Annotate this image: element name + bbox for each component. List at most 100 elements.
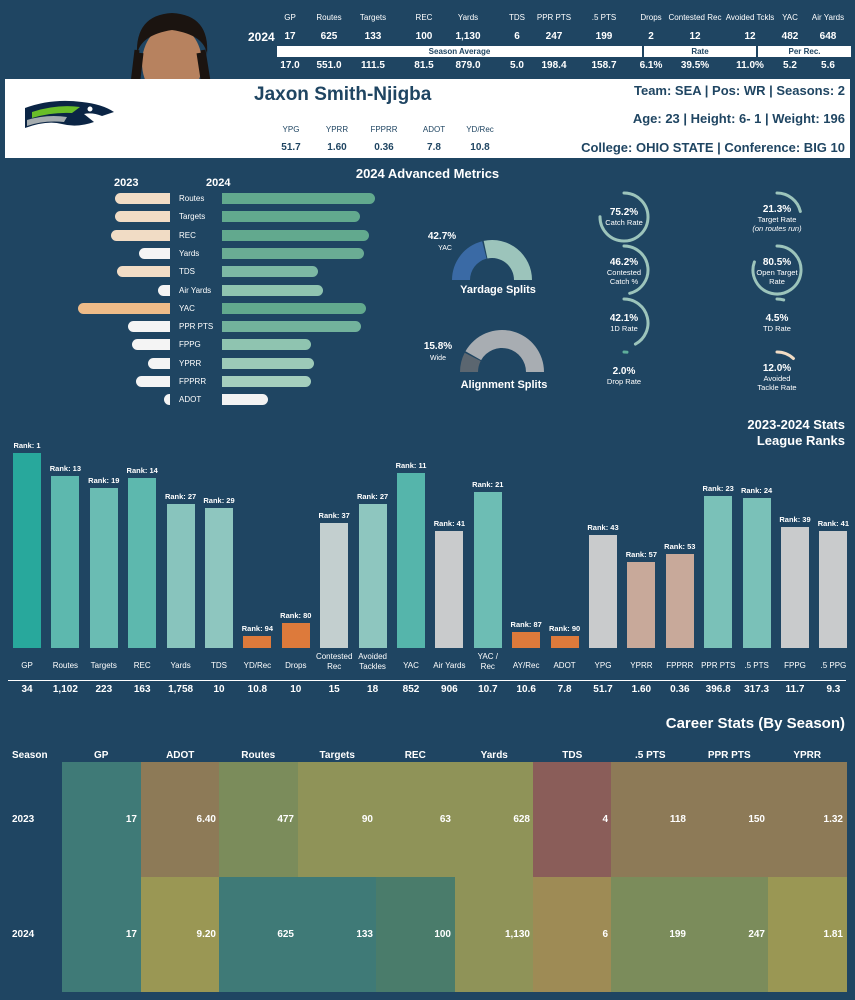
group-perrec-label: Per Rec. <box>788 47 821 56</box>
header-stat-value: 12 <box>744 31 756 42</box>
header-stat-average: 5.0 <box>510 60 524 71</box>
rank-category: TDS <box>211 661 227 670</box>
header-stat-value: 6 <box>514 31 520 42</box>
header-stat-label: PPR PTS <box>536 13 572 22</box>
bar-2024 <box>222 357 314 369</box>
ranks-title-1: 2023-2024 Stats <box>747 417 845 432</box>
rank-bar <box>742 497 771 648</box>
career-header: Targets <box>319 750 355 761</box>
career-cell: 150 <box>690 762 769 877</box>
career-cell: 625 <box>219 877 298 992</box>
rank-category-2: Rec <box>480 662 495 671</box>
career-cell: 1.81 <box>768 877 847 992</box>
player-info-band <box>5 79 850 158</box>
career-header: Yards <box>480 750 508 761</box>
rank-value: 9.3 <box>826 684 841 695</box>
header-stat-label: Targets <box>359 13 387 22</box>
career-value: 150 <box>748 814 765 825</box>
ring-label: Open Target <box>756 268 798 277</box>
label-2023: 2023 <box>114 177 139 189</box>
bar-2023 <box>139 247 170 259</box>
career-header: Season <box>12 750 48 761</box>
rate-stat-label: YPG <box>282 125 300 134</box>
rank-category: .5 PPG <box>820 661 847 670</box>
bar-2023 <box>114 193 170 204</box>
rank-category: Avoided <box>358 652 387 661</box>
rank-value: 852 <box>402 684 420 695</box>
career-season: 2024 <box>12 929 35 940</box>
rank-bar <box>397 472 425 648</box>
rank-value: 11.7 <box>785 684 805 695</box>
bar-2023 <box>147 357 170 369</box>
rank-label: Rank: 39 <box>779 515 811 525</box>
rank-bar <box>89 488 118 648</box>
career-cell: 1,130 <box>455 877 534 992</box>
header-stat-value: 2 <box>648 31 654 42</box>
career-value: 90 <box>361 814 373 825</box>
ring-pct: 75.2% <box>610 207 638 218</box>
career-header: .5 PTS <box>634 750 666 761</box>
career-cell: 63 <box>376 762 455 877</box>
career-value: 1.81 <box>823 929 843 940</box>
career-value: 1,130 <box>504 929 530 940</box>
ranks-chart: Rank: 1 GP 34 Rank: 13 Routes 1,102 Rank: 19 Ta… <box>0 430 855 700</box>
rank-label: Rank: 90 <box>548 623 581 633</box>
rank-bar <box>128 478 157 648</box>
rank-category: .5 PTS <box>744 661 769 670</box>
ring-arc <box>775 297 786 302</box>
header-stat-averages: 17.0 551.0 111.5 81.5 879.0 5.0 198.4 158.7 6.1%… <box>0 60 855 72</box>
rank-value: 223 <box>95 684 113 695</box>
header-stat-average: 198.4 <box>541 60 567 71</box>
career-title: Career Stats (By Season) <box>665 715 845 732</box>
career-cell: 17 <box>62 762 141 877</box>
header-stat-average: 111.5 <box>361 60 385 71</box>
rank-bar <box>320 523 349 648</box>
rank-bar <box>205 507 233 648</box>
rank-value: 317.3 <box>744 684 770 695</box>
career-cell: 1.32 <box>768 762 847 877</box>
ring-label-2: Tackle Rate <box>757 383 796 392</box>
rank-bar <box>704 495 733 648</box>
bar-2024 <box>222 376 311 387</box>
metric-label: YAC <box>179 303 195 313</box>
yardage-donut <box>452 240 532 280</box>
metric-label: Yards <box>179 248 200 258</box>
bar-2023 <box>111 229 170 241</box>
career-header: YPRR <box>793 750 822 761</box>
ring-pct: 42.1% <box>610 313 638 324</box>
rank-category-2: Tackles <box>359 662 386 671</box>
header-stat-label: .5 PTS <box>591 13 617 22</box>
rank-label: Rank: 13 <box>49 464 82 474</box>
header-stat-label: Drops <box>640 13 662 22</box>
career-value: 63 <box>439 814 451 825</box>
group-season-average: Season Average <box>277 46 642 57</box>
rank-value: 10.7 <box>478 684 498 695</box>
bar-2024 <box>222 394 268 406</box>
rank-value: 10.6 <box>516 684 536 695</box>
career-value: 100 <box>434 929 451 940</box>
header-stat-average: 158.7 <box>591 60 617 71</box>
header-stat-average: 39.5% <box>680 60 710 71</box>
rank-category: YD/Rec <box>243 661 272 670</box>
career-header: ADOT <box>166 750 195 761</box>
rank-category: Contested <box>315 652 353 661</box>
metric-label: YPRR <box>179 358 202 368</box>
header-stat-value: 1,130 <box>455 31 481 42</box>
rate-stat-headers: YPG YPRR FPPRR ADOT YD/Rec <box>0 125 520 135</box>
rank-bar <box>589 534 617 648</box>
career-header: REC <box>404 750 426 761</box>
bar-2024 <box>222 321 362 333</box>
metric-label: Air Yards <box>179 285 212 295</box>
career-cell: 477 <box>219 762 298 877</box>
rank-category: Air Yards <box>433 661 466 670</box>
rank-label: Rank: 37 <box>318 511 350 521</box>
bar-2023 <box>135 376 170 387</box>
rank-label: Rank: 53 <box>664 542 696 552</box>
header-stat-value: 12 <box>689 31 701 42</box>
header-stat-average: 17.0 <box>280 60 300 71</box>
career-header: TDS <box>562 750 583 761</box>
metric-label: PPR PTS <box>179 322 214 332</box>
ring-pct: 2.0% <box>613 366 636 377</box>
rank-value: 15 <box>328 684 340 695</box>
career-value: 199 <box>669 929 686 940</box>
